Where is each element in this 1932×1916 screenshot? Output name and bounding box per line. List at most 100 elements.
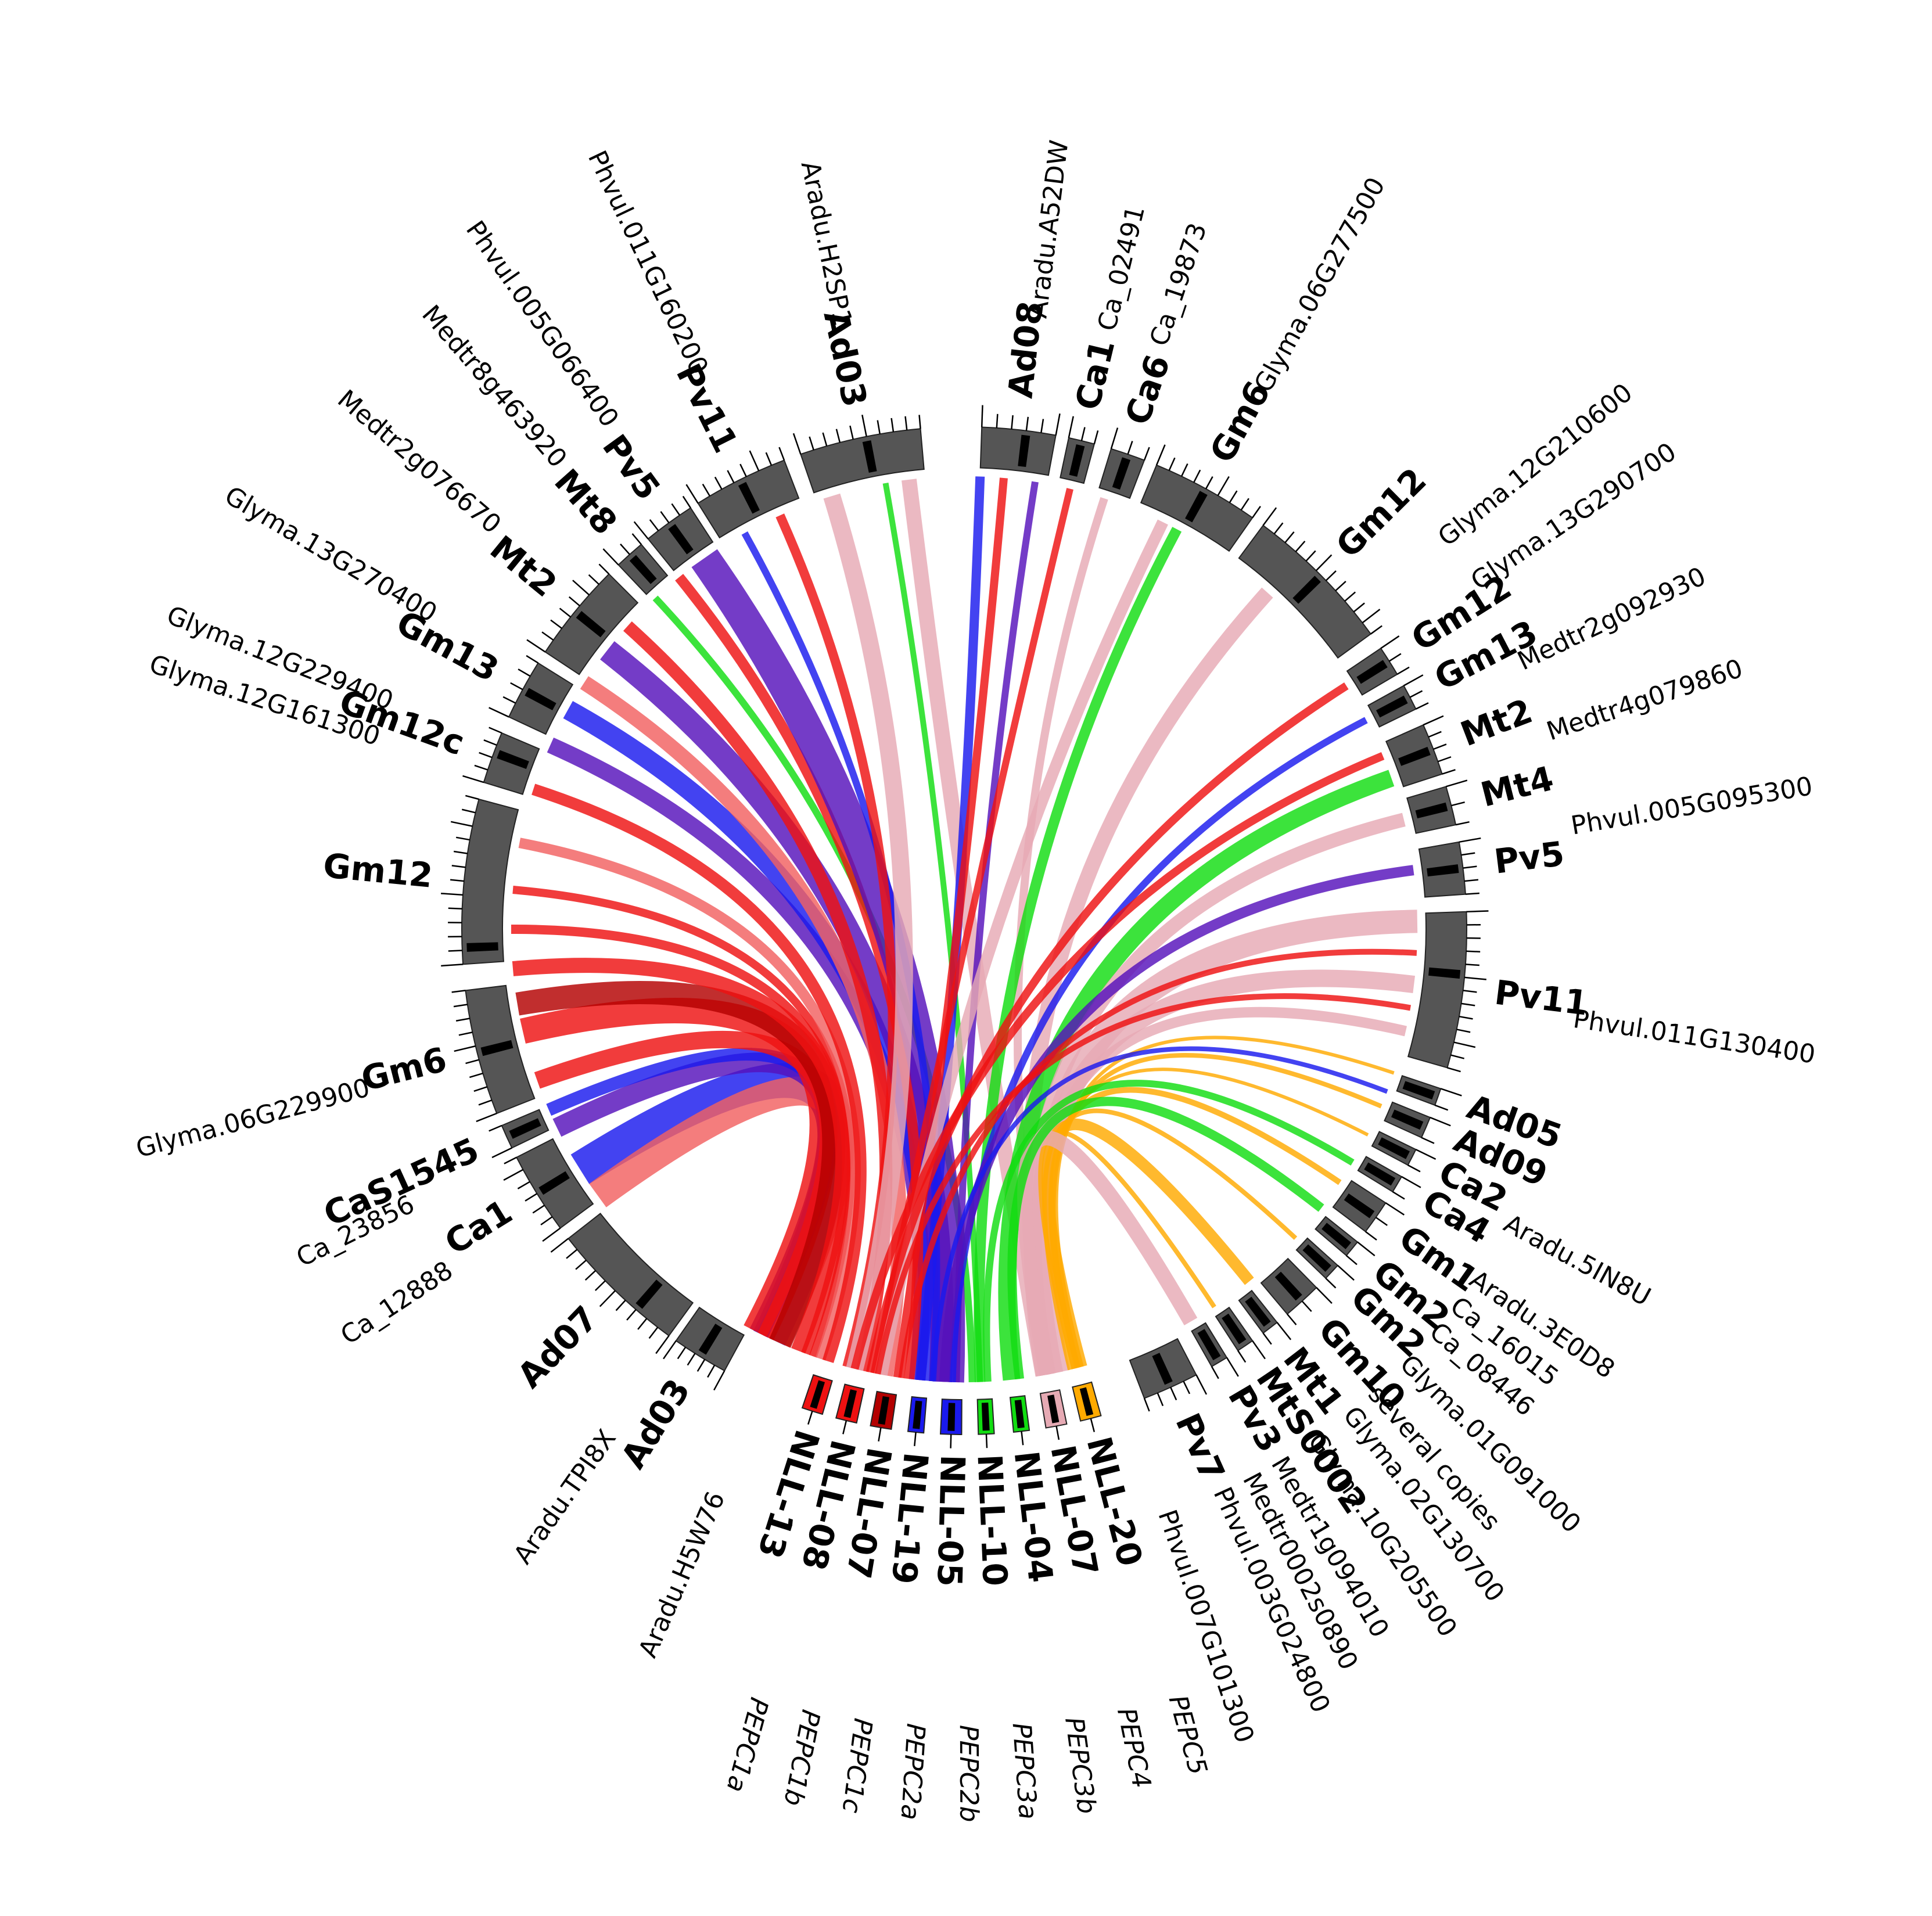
chromosome-segment [663, 1306, 745, 1391]
gene-position-mark [668, 524, 694, 555]
gene-position-mark [1112, 457, 1131, 490]
scale-tick [671, 503, 681, 516]
scale-tick [1262, 507, 1277, 526]
scale-tick [1011, 415, 1014, 429]
pepc-label: PEPC2a [895, 1723, 931, 1821]
scale-tick [455, 1018, 470, 1022]
scale-tick [685, 484, 699, 504]
scale-tick [1168, 457, 1176, 471]
scale-tick [599, 1290, 616, 1307]
scale-tick [749, 450, 760, 472]
scale-tick [489, 727, 502, 734]
scale-tick [479, 752, 493, 759]
pepc-label: PEPC1c [836, 1717, 878, 1815]
gene-position-mark [1152, 1353, 1173, 1385]
nll-segment [976, 1398, 995, 1448]
pepc-label: PEPC2b [954, 1725, 984, 1822]
chromosome-segment [1129, 1338, 1208, 1412]
link-ribbon [1007, 1097, 1324, 1380]
scale-tick [451, 865, 466, 868]
gene-position-mark [1391, 1109, 1424, 1130]
scale-tick [849, 425, 854, 440]
scale-tick [1055, 1426, 1060, 1440]
scale-tick [1447, 1067, 1461, 1073]
chromosome-segment [1396, 1074, 1462, 1111]
chromosome-segment [1385, 715, 1456, 788]
chromosome-segment [1332, 1180, 1405, 1241]
scale-tick [890, 418, 895, 432]
chromosome-label: Ca6 [1118, 350, 1178, 430]
scale-tick [526, 639, 546, 653]
scale-tick [878, 1427, 882, 1442]
gene-position-mark [1292, 576, 1321, 604]
gene-label: Aradu.A52DW [1023, 138, 1074, 319]
chromosome-segment [633, 495, 714, 571]
scale-tick [1337, 1264, 1355, 1281]
scale-tick [559, 607, 572, 618]
scale-tick [1437, 756, 1452, 763]
gene-position-mark [1014, 1400, 1025, 1429]
scale-tick [648, 1327, 659, 1339]
scale-tick [914, 1432, 917, 1447]
chromosome-segment [503, 1138, 594, 1242]
scale-tick [1455, 821, 1470, 826]
scale-tick [1465, 892, 1479, 895]
scale-tick [1021, 1431, 1024, 1446]
gene-position-mark [1344, 1193, 1375, 1218]
gene-position-mark [810, 1380, 825, 1409]
scale-tick [778, 447, 785, 461]
scale-tick [620, 543, 630, 555]
segment-block [979, 426, 1057, 476]
scale-tick [461, 808, 476, 814]
nll-segment [939, 1399, 963, 1448]
gene-position-mark [576, 611, 606, 638]
link-ribbon [875, 993, 1412, 1375]
scale-tick [503, 1169, 524, 1181]
scale-tick [489, 1124, 502, 1132]
scale-tick [727, 470, 735, 483]
scale-tick [588, 574, 599, 585]
scale-tick [842, 1420, 848, 1435]
gene-position-mark [1364, 1162, 1396, 1186]
scale-tick [649, 519, 659, 531]
chromosome-segment [526, 563, 639, 675]
scale-tick [1403, 674, 1424, 686]
scale-tick [550, 1238, 569, 1253]
chromosome-segment [462, 727, 540, 795]
chromosome-segment [1260, 1257, 1333, 1325]
link-ribbon [823, 493, 913, 1371]
scale-tick [1370, 625, 1382, 635]
chromosome-ring [441, 405, 1489, 1412]
chromosome-segment [1295, 1237, 1355, 1289]
scale-tick [809, 436, 814, 451]
link-ribbon [512, 886, 855, 1358]
nll-segment [870, 1390, 897, 1442]
gene-label: Phvul.005G066400 [460, 215, 624, 433]
scale-tick [1205, 476, 1213, 490]
chromosome-segment [685, 447, 800, 539]
gene-position-mark [538, 1171, 570, 1195]
segment-block [461, 798, 519, 965]
gene-position-mark [525, 688, 556, 711]
scale-tick [1155, 444, 1166, 466]
chromosome-label: Ca1 [1068, 336, 1123, 414]
chromosome-segment [489, 655, 574, 735]
scale-tick [1353, 602, 1365, 613]
chromosome-label: Gm6 [357, 1040, 451, 1099]
scale-tick [1430, 1116, 1451, 1127]
gene-position-mark [635, 1279, 663, 1309]
gene-position-mark [1197, 1329, 1221, 1361]
chromosome-segment [979, 405, 1061, 476]
gene-position-mark [1185, 491, 1208, 523]
scale-tick [510, 682, 523, 691]
scale-tick [1442, 769, 1456, 775]
scale-tick [1459, 1015, 1473, 1020]
scale-tick [631, 533, 642, 545]
scale-tick [707, 1364, 716, 1378]
scale-tick [465, 1059, 480, 1065]
scale-tick [1273, 522, 1284, 534]
gene-position-mark [862, 440, 877, 473]
scale-tick [518, 668, 531, 677]
gene-position-mark [1415, 802, 1448, 819]
gene-position-mark [981, 1402, 990, 1431]
